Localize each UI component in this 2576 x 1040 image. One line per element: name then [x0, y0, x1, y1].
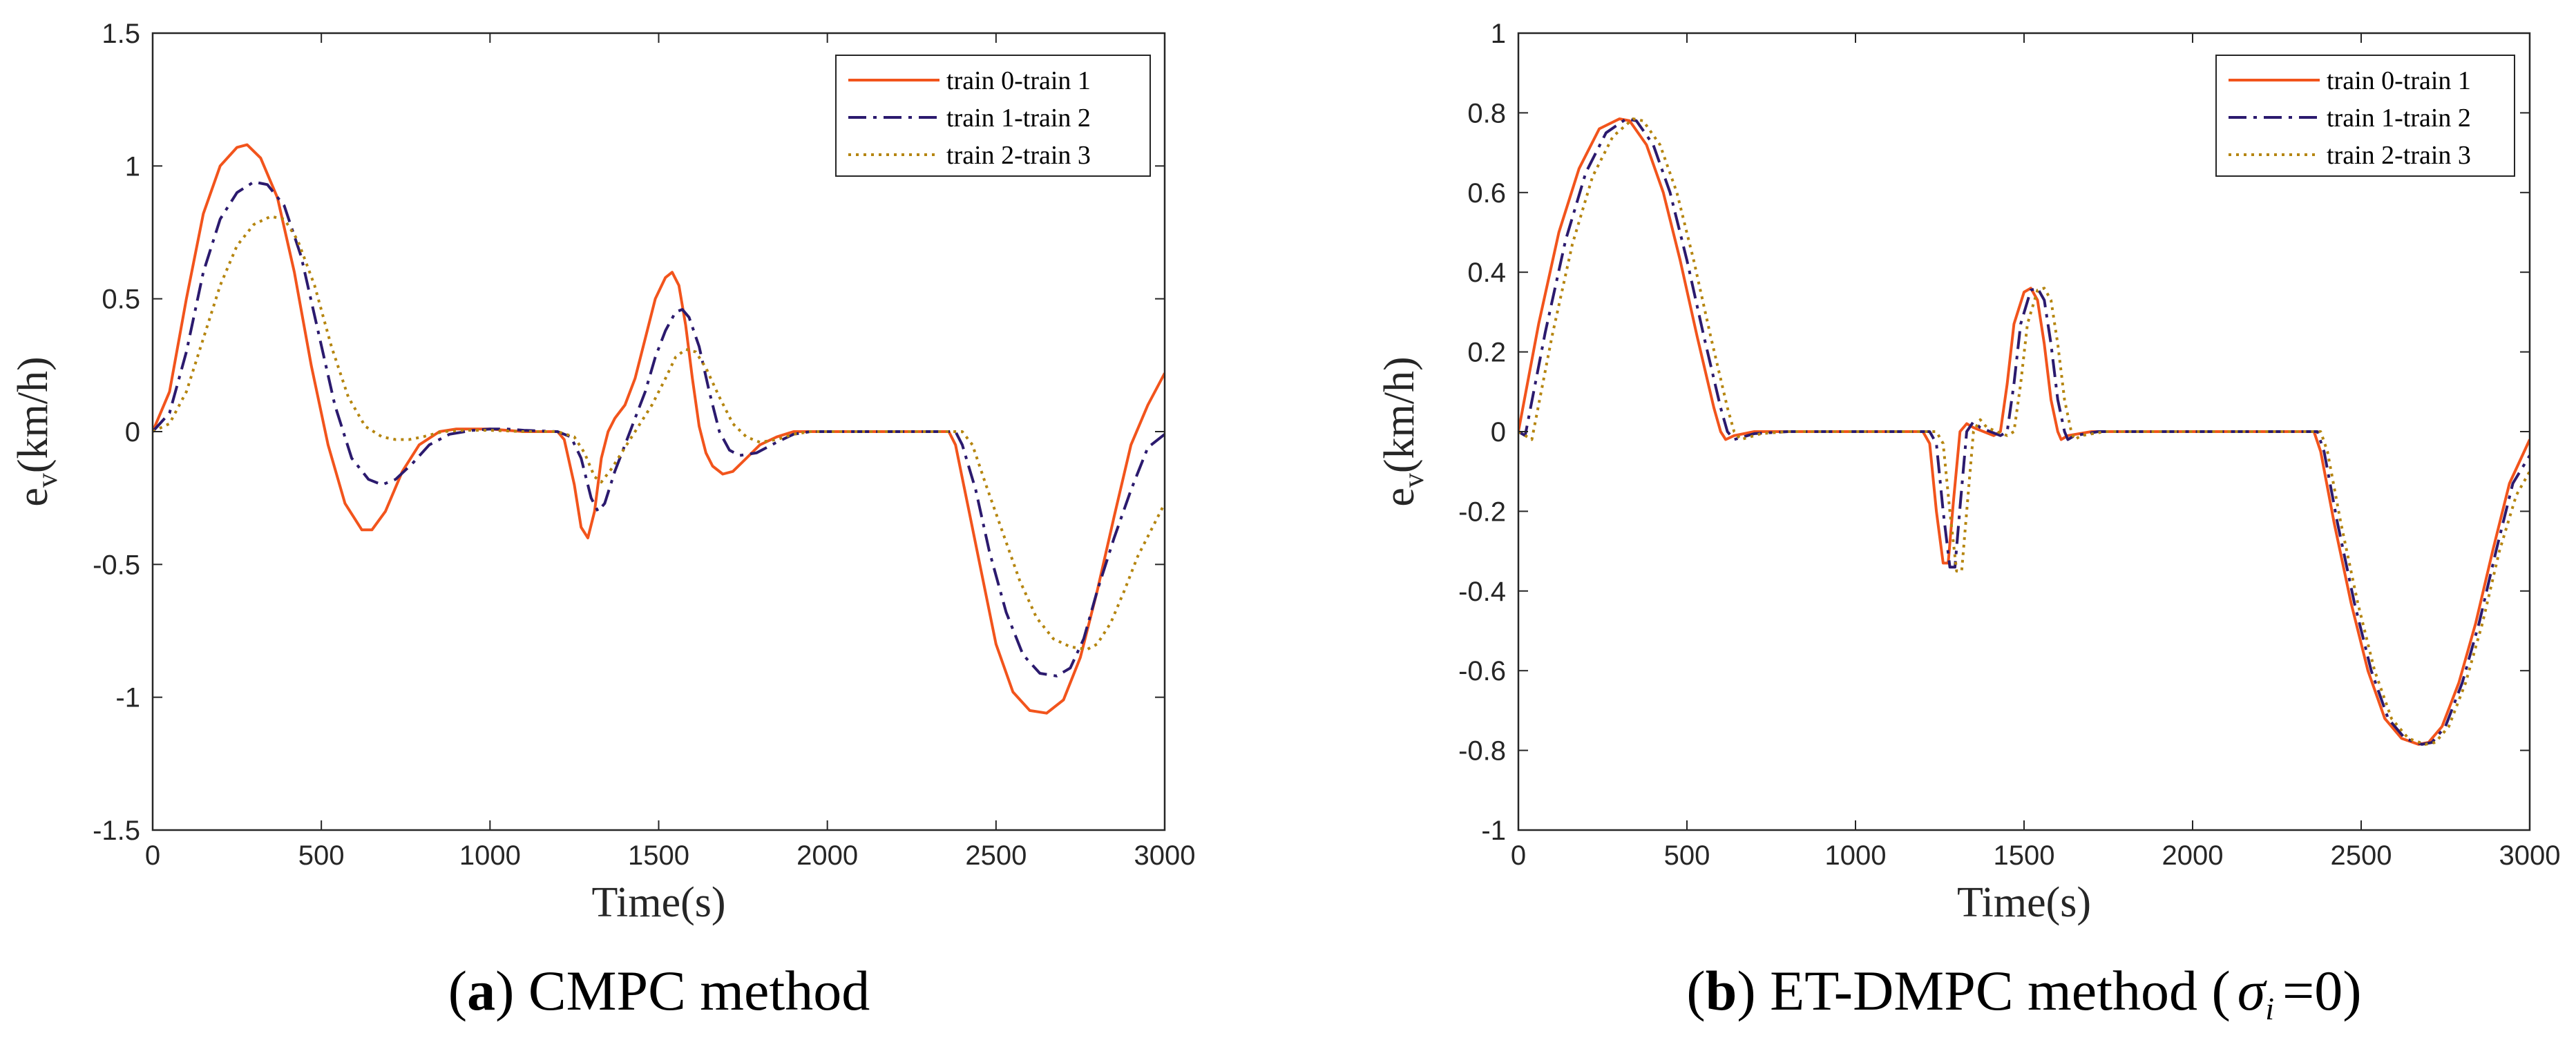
legend-label: train 1-train 2	[946, 104, 1091, 133]
y-tick-label: -1.5	[93, 816, 140, 846]
series-line-1	[1518, 117, 2530, 746]
x-tick-label: 1500	[628, 840, 689, 871]
y-tick-label: -0.8	[1458, 736, 1506, 767]
x-tick-label: 500	[1664, 840, 1710, 871]
series-line-1	[153, 180, 1165, 677]
y-tick-label: -0.5	[93, 550, 140, 580]
x-tick-label: 1000	[459, 840, 521, 871]
y-tick-label: 0.6	[1467, 178, 1506, 209]
series-line-2	[1518, 117, 2530, 746]
y-tick-label: 1	[125, 151, 140, 182]
y-tick-label: 0	[1491, 417, 1506, 447]
y-tick-label: 1.5	[102, 19, 140, 49]
x-tick-label: 2500	[2331, 840, 2392, 871]
x-tick-label: 2000	[796, 840, 858, 871]
x-tick-label: 0	[145, 840, 160, 871]
x-tick-label: 3000	[2499, 840, 2561, 871]
x-tick-label: 1000	[1825, 840, 1887, 871]
legend-label: train 0-train 1	[946, 66, 1091, 95]
x-tick-label: 500	[298, 840, 345, 871]
series-line-0	[153, 143, 1165, 715]
legend: train 0-train 1 train 1-train 2 train 2-tr…	[835, 55, 1151, 177]
y-tick-label: -0.4	[1458, 577, 1506, 607]
chart-panel-b: 0 500 1000 1500 2000 2500 3000 -1 -0.8 -0.6 -0.4 -0…	[1376, 19, 2560, 1026]
legend-label: train 2-train 3	[946, 141, 1091, 170]
x-tick-label: 0	[1511, 840, 1526, 871]
panel-caption: (a) CMPC method	[448, 959, 870, 1022]
x-tick-label: 2500	[965, 840, 1027, 871]
x-tick-label: 2000	[2162, 840, 2224, 871]
legend-label: train 2-train 3	[2327, 141, 2471, 170]
y-axis-label: ev(km/h)	[1376, 356, 1430, 506]
y-tick-label: 0.8	[1467, 98, 1506, 128]
y-axis-label: ev(km/h)	[10, 356, 64, 506]
y-tick-label: 0.4	[1467, 258, 1506, 288]
panel-caption: (b) ET-DMPC method (σi =0)	[1686, 959, 2361, 1026]
x-tick-label: 1500	[1994, 840, 2055, 871]
x-tick-label: 3000	[1134, 840, 1196, 871]
y-tick-label: -1	[1481, 816, 1506, 846]
legend-label: train 1-train 2	[2327, 104, 2471, 133]
x-axis-label: Time(s)	[1957, 879, 2091, 926]
y-tick-label: 0.5	[102, 285, 140, 315]
y-tick-label: -0.6	[1458, 656, 1506, 686]
legend-box	[2215, 55, 2515, 177]
series-line-2	[153, 215, 1165, 651]
y-tick-label: 1	[1491, 19, 1506, 49]
y-tick-label: -1	[115, 683, 140, 713]
legend: train 0-train 1 train 1-train 2 train 2-tr…	[2215, 55, 2515, 177]
chart-panel-a: 0 500 1000 1500 2000 2500 3000 -1.5 -1 -0.5 0 0.5 1 1…	[10, 19, 1195, 1022]
legend-label: train 0-train 1	[2327, 66, 2471, 95]
y-tick-label: -0.2	[1458, 497, 1506, 527]
y-tick-label: 0	[125, 417, 140, 447]
x-axis-label: Time(s)	[591, 879, 725, 926]
series-group	[1518, 117, 2530, 746]
series-group	[153, 143, 1165, 715]
y-tick-label: 0.2	[1467, 338, 1506, 368]
